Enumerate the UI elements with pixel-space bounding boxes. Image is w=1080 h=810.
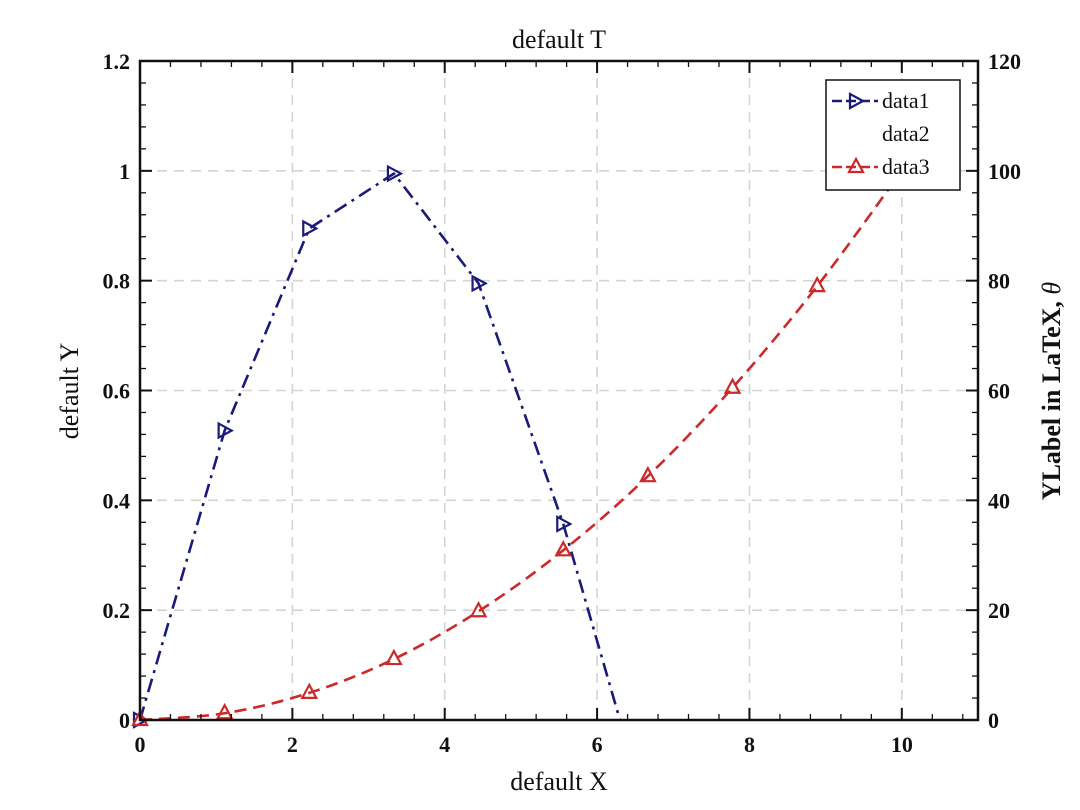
data-point-data3 bbox=[469, 600, 488, 618]
legend-item-data1: data1 bbox=[832, 88, 930, 113]
y-tick-label-left: 0.6 bbox=[103, 379, 131, 404]
data-point-data1 bbox=[302, 219, 319, 238]
y-axis-label-left: default Y bbox=[55, 343, 84, 440]
y-tick-label-right: 80 bbox=[988, 269, 1010, 294]
data-point-data3 bbox=[215, 702, 234, 720]
x-tick-label: 10 bbox=[891, 732, 913, 757]
data-point-data3 bbox=[131, 709, 149, 727]
legend-marker-data1 bbox=[848, 92, 866, 110]
y-tick-label-right: 100 bbox=[988, 159, 1021, 184]
chart-title: default T bbox=[512, 25, 606, 54]
legend: data1 data2 data3 bbox=[825, 79, 961, 191]
data-point-data3 bbox=[639, 465, 657, 483]
y-tick-label-right: 0 bbox=[988, 708, 999, 733]
series-line-data1 bbox=[138, 172, 622, 721]
data-point-data3 bbox=[808, 275, 827, 293]
data-point-data3 bbox=[300, 682, 319, 699]
series-data3 bbox=[131, 160, 911, 727]
series-layer bbox=[131, 160, 911, 729]
x-tick-label: 8 bbox=[744, 732, 755, 757]
data-point-data1 bbox=[217, 421, 234, 440]
y-axis-label-right-text: YLabel in LaTeX, bbox=[1037, 295, 1066, 501]
y-tick-label-right: 60 bbox=[988, 379, 1010, 404]
legend-label-data3: data3 bbox=[882, 154, 930, 179]
y-tick-label-left: 1 bbox=[119, 159, 130, 184]
y-tick-label-right: 120 bbox=[988, 49, 1021, 74]
data-point-data1 bbox=[386, 164, 404, 183]
x-tick-label: 6 bbox=[592, 732, 603, 757]
data-point-data1 bbox=[556, 515, 573, 533]
y-tick-label-left: 0.2 bbox=[103, 598, 131, 623]
x-tick-label: 2 bbox=[287, 732, 298, 757]
legend-item-data2: data2 bbox=[882, 121, 930, 146]
y-tick-label-left: 1.2 bbox=[103, 49, 131, 74]
y-axis-label-right: YLabel in LaTeX, θ bbox=[1037, 282, 1066, 501]
x-tick-label: 4 bbox=[439, 732, 450, 757]
y-axis-label-right-symbol: θ bbox=[1037, 282, 1066, 295]
y-tick-label-right: 40 bbox=[988, 488, 1010, 513]
y-tick-label-right: 20 bbox=[988, 598, 1010, 623]
legend-label-data1: data1 bbox=[882, 88, 930, 113]
y-tick-label-left: 0 bbox=[119, 708, 130, 733]
y-tick-label-left: 0.8 bbox=[103, 269, 131, 294]
data-point-data3 bbox=[385, 648, 403, 666]
legend-label-data2: data2 bbox=[882, 121, 930, 146]
data-point-data1 bbox=[471, 274, 488, 293]
legend-item-data3: data3 bbox=[832, 154, 930, 179]
data-point-data3 bbox=[723, 377, 742, 394]
x-axis-label: default X bbox=[510, 767, 608, 796]
x-tick-label: 0 bbox=[135, 732, 146, 757]
legend-marker-data3 bbox=[847, 156, 865, 174]
y-tick-label-left: 0.4 bbox=[103, 488, 131, 513]
series-line-data3 bbox=[139, 170, 903, 722]
data-point-data3 bbox=[554, 539, 573, 557]
